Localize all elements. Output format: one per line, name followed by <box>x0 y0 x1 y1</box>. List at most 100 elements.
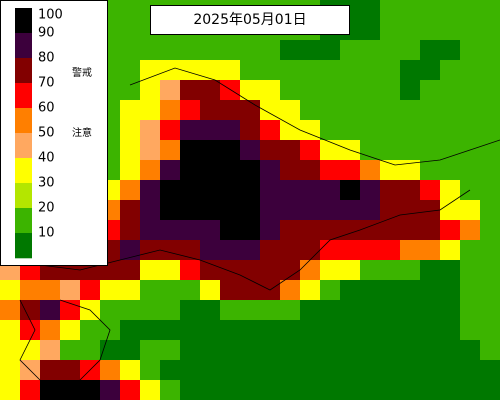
grid-cell <box>480 200 500 221</box>
grid-cell <box>80 380 101 400</box>
grid-cell <box>360 380 381 400</box>
grid-cell <box>300 340 321 361</box>
grid-cell <box>200 340 221 361</box>
grid-cell <box>460 300 481 321</box>
grid-cell <box>400 360 421 381</box>
grid-cell <box>340 260 361 281</box>
legend-band <box>15 33 32 59</box>
grid-cell <box>300 240 321 261</box>
grid-cell <box>460 380 481 400</box>
grid-cell <box>160 100 181 121</box>
grid-cell <box>180 360 201 381</box>
grid-cell <box>280 120 301 141</box>
grid-cell <box>400 240 421 261</box>
grid-cell <box>480 300 500 321</box>
grid-cell <box>100 380 121 400</box>
grid-cell <box>480 40 500 61</box>
legend-tick-label: 80 <box>38 51 55 66</box>
grid-cell <box>440 280 461 301</box>
grid-cell <box>440 60 461 81</box>
grid-cell <box>20 340 41 361</box>
grid-cell <box>140 360 161 381</box>
grid-cell <box>200 220 221 241</box>
grid-cell <box>200 100 221 121</box>
grid-cell <box>0 280 21 301</box>
grid-cell <box>300 220 321 241</box>
grid-cell <box>180 300 201 321</box>
grid-cell <box>160 340 181 361</box>
grid-cell <box>120 240 141 261</box>
date-label: 2025年05月01日 <box>193 12 306 28</box>
grid-cell <box>280 160 301 181</box>
legend-band <box>15 158 32 184</box>
grid-cell <box>240 380 261 400</box>
grid-cell <box>380 360 401 381</box>
grid-cell <box>140 280 161 301</box>
grid-cell <box>300 40 321 61</box>
grid-cell <box>300 80 321 101</box>
legend-tick-label: 70 <box>38 76 55 91</box>
legend-tick-label: 100 <box>38 8 63 23</box>
grid-cell <box>160 320 181 341</box>
grid-cell <box>360 180 381 201</box>
grid-cell <box>40 340 61 361</box>
grid-cell <box>260 380 281 400</box>
legend-band <box>15 183 32 209</box>
legend-band <box>15 208 32 234</box>
legend-tick-label: 60 <box>38 101 55 116</box>
grid-cell <box>460 280 481 301</box>
grid-cell <box>120 180 141 201</box>
grid-cell <box>460 260 481 281</box>
grid-cell <box>440 40 461 61</box>
grid-cell <box>160 80 181 101</box>
grid-cell <box>460 20 481 41</box>
grid-cell <box>400 40 421 61</box>
grid-cell <box>340 340 361 361</box>
grid-cell <box>260 40 281 61</box>
grid-cell <box>440 240 461 261</box>
grid-cell <box>420 20 441 41</box>
grid-cell <box>400 140 421 161</box>
grid-cell <box>320 280 341 301</box>
grid-cell <box>140 260 161 281</box>
grid-cell <box>360 320 381 341</box>
grid-cell <box>200 80 221 101</box>
grid-cell <box>440 260 461 281</box>
grid-cell <box>380 300 401 321</box>
grid-cell <box>180 40 201 61</box>
legend-tick-label: 50 <box>38 126 55 141</box>
grid-cell <box>280 140 301 161</box>
grid-cell <box>320 360 341 381</box>
grid-cell <box>340 360 361 381</box>
grid-cell <box>360 20 381 41</box>
legend-bar: 100 90 80 70 60 50 40 30 20 10 <box>15 8 63 259</box>
grid-cell <box>260 80 281 101</box>
grid-cell <box>260 60 281 81</box>
grid-cell <box>180 340 201 361</box>
grid-cell <box>0 360 21 381</box>
grid-cell <box>180 220 201 241</box>
grid-cell <box>260 300 281 321</box>
grid-cell <box>420 120 441 141</box>
grid-cell <box>360 160 381 181</box>
grid-cell <box>120 0 141 21</box>
grid-cell <box>240 240 261 261</box>
grid-cell <box>160 60 181 81</box>
grid-cell <box>200 180 221 201</box>
grid-cell <box>380 80 401 101</box>
grid-cell <box>180 80 201 101</box>
grid-cell <box>140 220 161 241</box>
grid-cell <box>360 280 381 301</box>
grid-cell <box>100 360 121 381</box>
grid-cell <box>480 60 500 81</box>
grid-cell <box>300 140 321 161</box>
grid-cell <box>120 380 141 400</box>
grid-cell <box>120 280 141 301</box>
grid-cell <box>140 180 161 201</box>
grid-cell <box>220 280 241 301</box>
grid-cell <box>440 380 461 400</box>
grid-cell <box>380 140 401 161</box>
grid-cell <box>180 180 201 201</box>
grid-cell <box>220 220 241 241</box>
grid-cell <box>140 240 161 261</box>
